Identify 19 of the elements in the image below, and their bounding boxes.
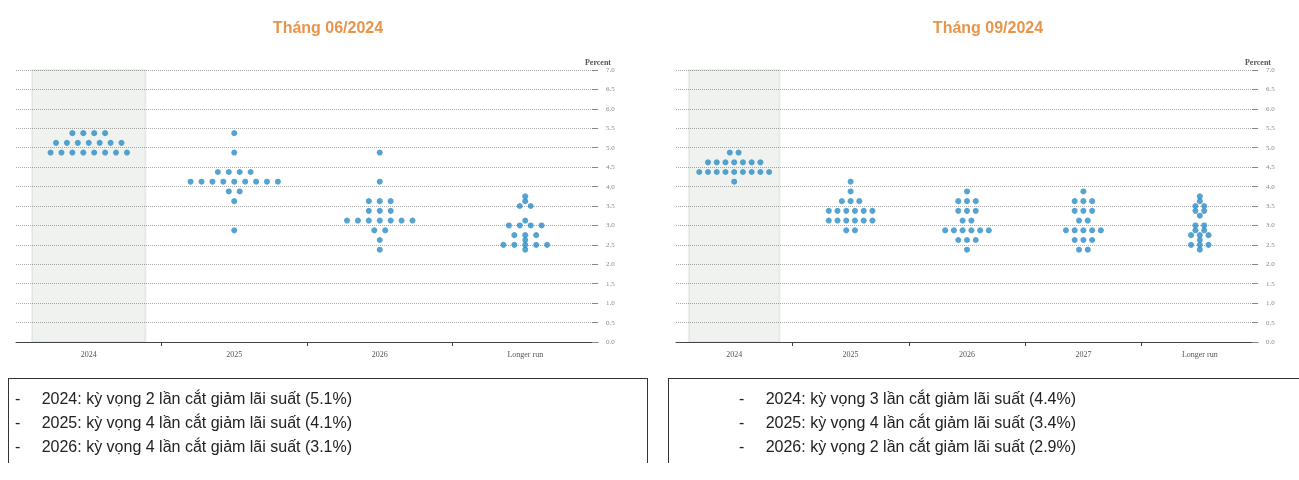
chart-title: Tháng 06/2024 bbox=[272, 18, 384, 36]
text: - 2024: kỳ vọng 2 lần cắt giảm lãi suất (5.1%) bbox=[15, 388, 354, 409]
x-tick-label: 2024 bbox=[726, 349, 743, 359]
text: - 2025: kỳ vọng 4 lần cắt giảm lãi suất (3.4%) bbox=[739, 412, 1078, 433]
text: - 2024: kỳ vọng 3 lần cắt giảm lãi suất (4.4%) bbox=[739, 388, 1078, 409]
x-tick-label: 2025 bbox=[226, 349, 243, 359]
text: - 2026: kỳ vọng 4 lần cắt giảm lãi suất (3.1%) bbox=[15, 436, 354, 457]
y-axis-title: Percent bbox=[1244, 57, 1272, 67]
x-tick-label: 2026 bbox=[959, 349, 975, 359]
x-tick-label: 2024 bbox=[80, 349, 97, 359]
x-tick-label: 2027 bbox=[1075, 349, 1092, 359]
x-tick-label: 2026 bbox=[371, 349, 388, 359]
x-tick-label: Longer run bbox=[507, 349, 544, 359]
text: - 2026: kỳ vọng 2 lần cắt giảm lãi suất (2.9%) bbox=[739, 436, 1078, 457]
chart-title: Tháng 09/2024 bbox=[932, 18, 1044, 36]
x-tick-label: Longer run bbox=[1181, 349, 1218, 359]
x-tick-label: 2025 bbox=[842, 349, 859, 359]
y-axis-title: Percent bbox=[584, 57, 612, 67]
text: - 2025: kỳ vọng 4 lần cắt giảm lãi suất (4.1%) bbox=[15, 412, 354, 433]
